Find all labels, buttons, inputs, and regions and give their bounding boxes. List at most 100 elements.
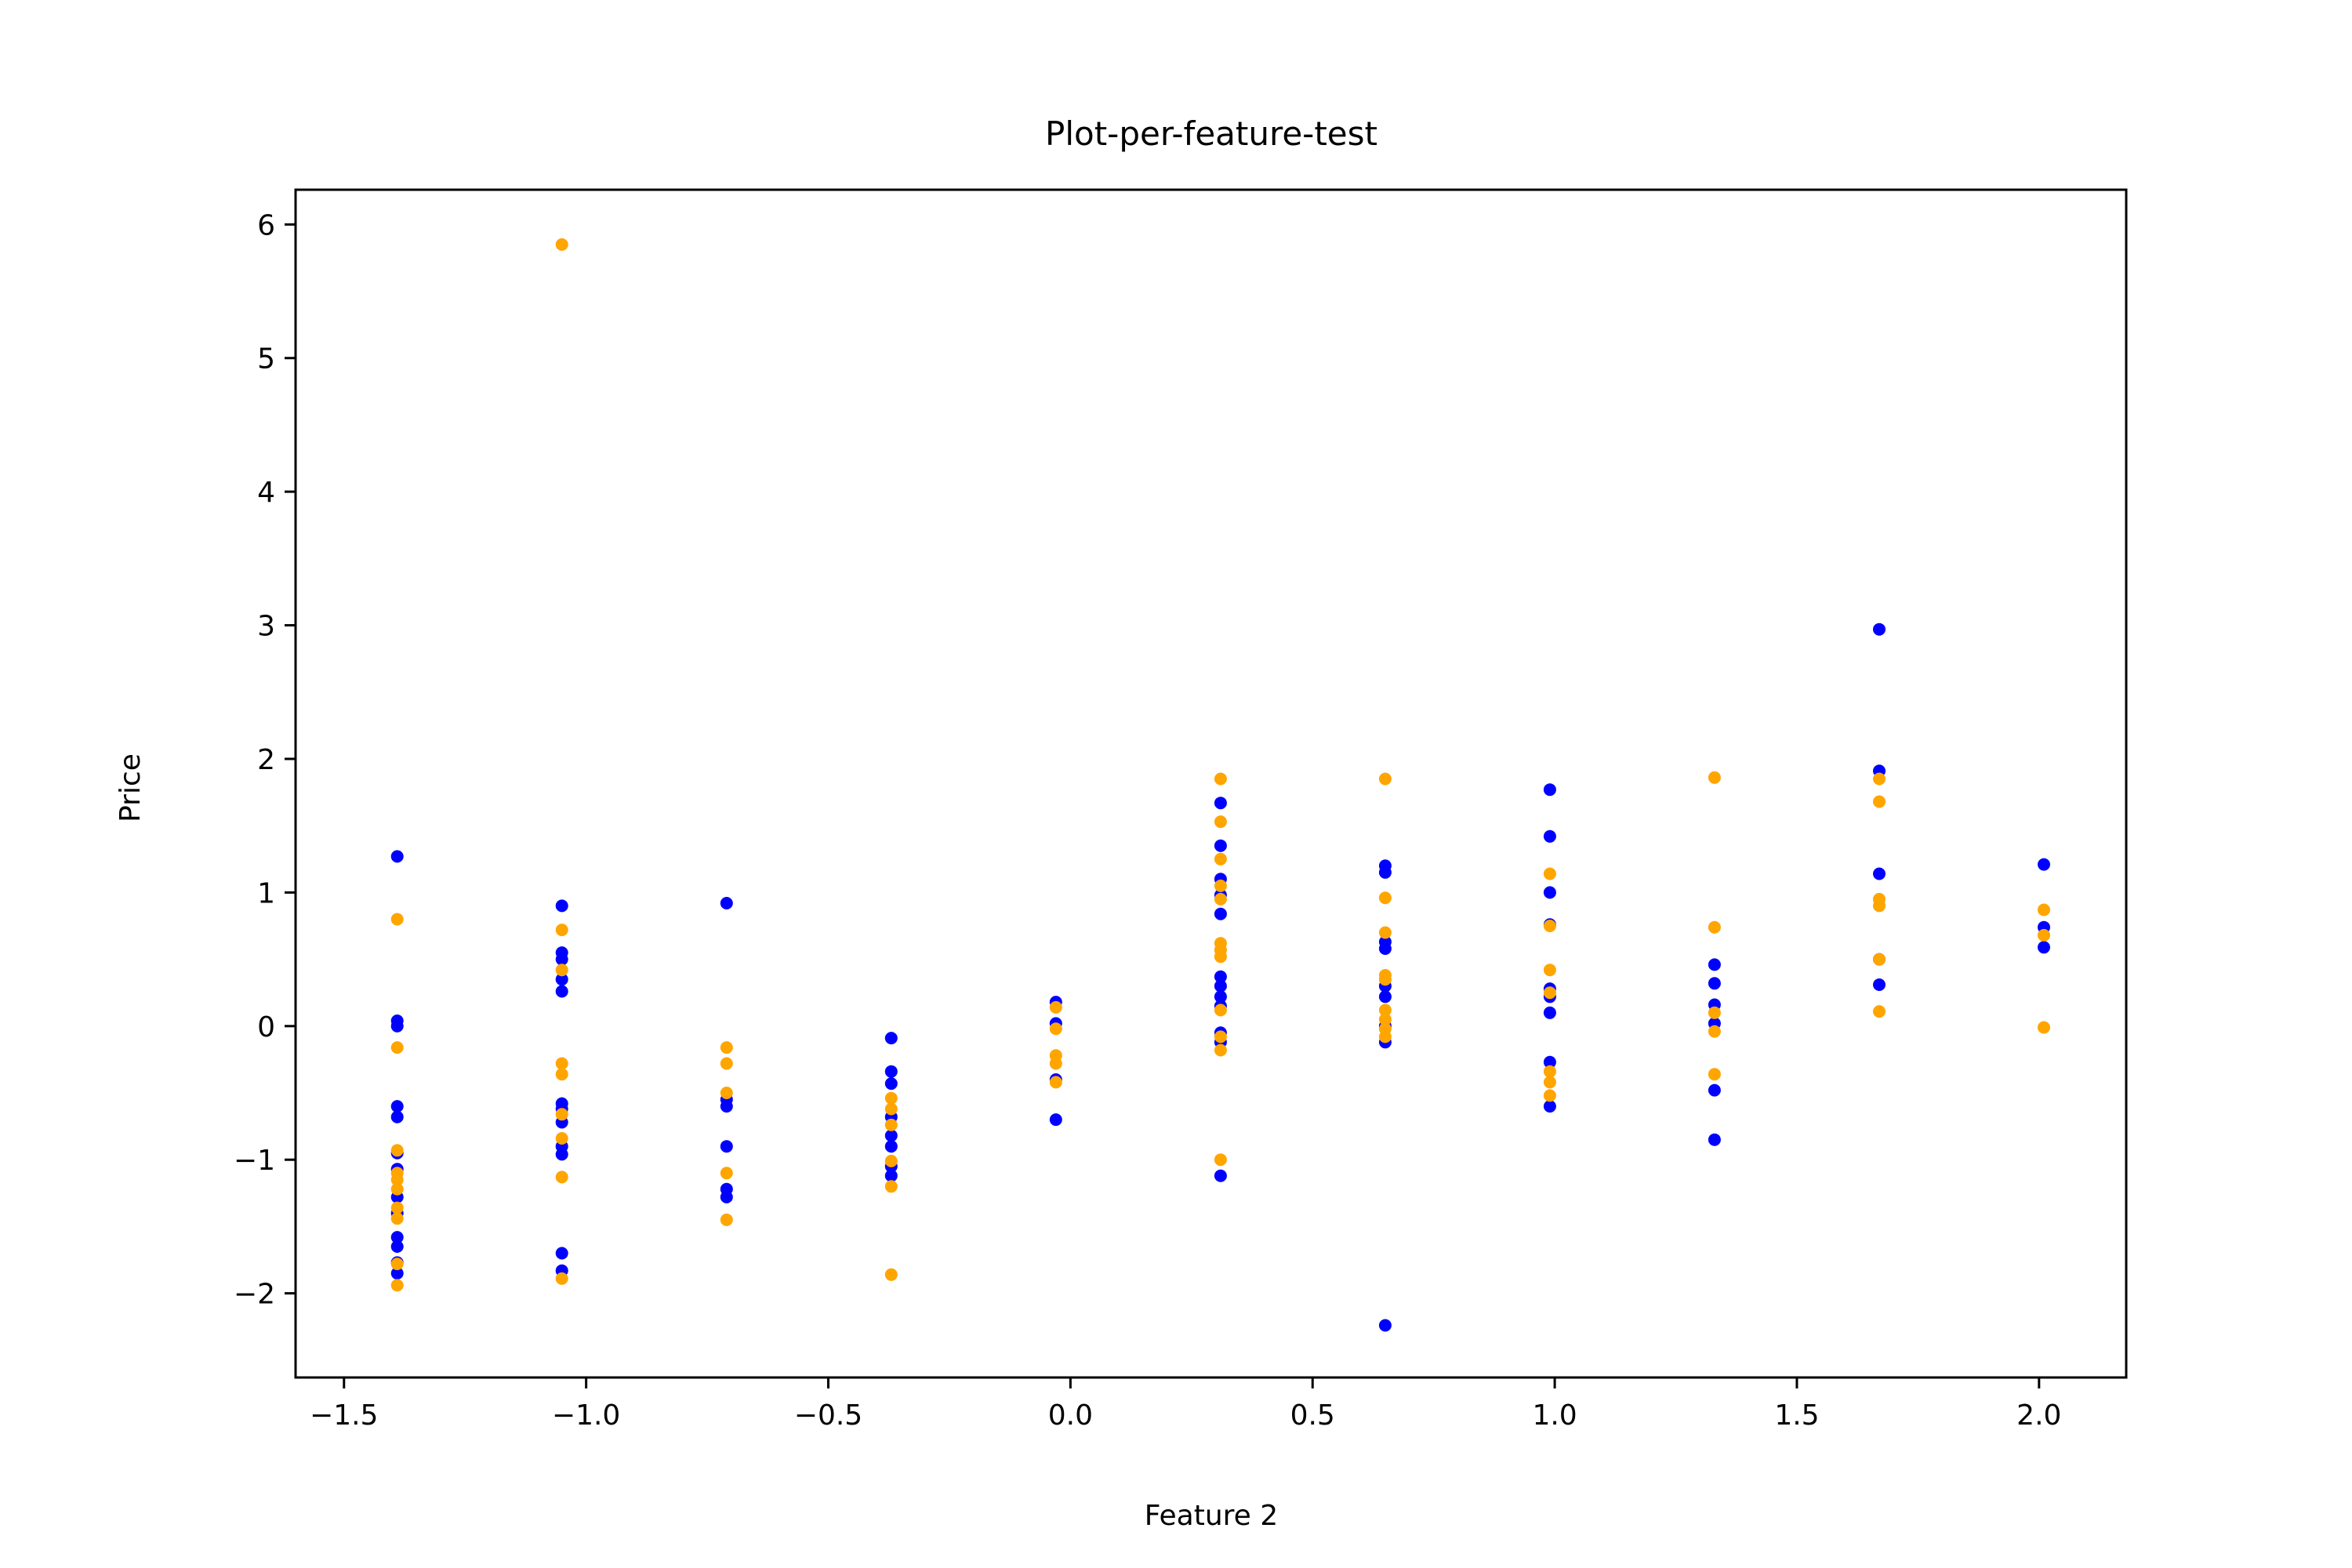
data-point [390, 1144, 404, 1157]
data-point [1543, 783, 1556, 797]
data-point [390, 1100, 404, 1113]
data-point [1378, 942, 1392, 955]
data-point [884, 1077, 898, 1091]
y-tick-label: 3 [257, 611, 275, 643]
chart-title: Plot-per-feature-test [1045, 114, 1377, 153]
data-point [1214, 815, 1227, 829]
x-tick-label: 0.0 [1048, 1399, 1093, 1432]
data-point [720, 1057, 733, 1070]
data-point [555, 1171, 568, 1184]
data-point [884, 1065, 898, 1078]
points-layer [390, 238, 2050, 1332]
data-point [884, 1102, 898, 1116]
y-tick-label: 2 [257, 744, 275, 776]
data-point [1708, 1006, 1721, 1019]
x-tick-label: 0.5 [1290, 1399, 1335, 1432]
data-point [1049, 1076, 1062, 1089]
data-point [390, 850, 404, 863]
data-point [555, 1148, 568, 1161]
data-point [1049, 1000, 1062, 1014]
data-point [1214, 990, 1227, 1004]
y-tick-label: 1 [257, 877, 275, 909]
x-tick-label: 1.5 [1774, 1399, 1819, 1432]
data-point [1708, 920, 1721, 934]
data-point [1543, 1055, 1556, 1069]
data-point [720, 1087, 733, 1099]
y-tick-label: −2 [234, 1279, 275, 1311]
data-point [1214, 852, 1227, 866]
data-point [1378, 1004, 1392, 1017]
x-axis-label: Feature 2 [1145, 1500, 1278, 1532]
data-point [1214, 970, 1227, 983]
data-point [1378, 1013, 1392, 1026]
data-point [1543, 1100, 1556, 1113]
data-point [884, 1091, 898, 1105]
data-point [390, 1279, 404, 1292]
data-point [1214, 1153, 1227, 1167]
data-point [1378, 891, 1392, 905]
data-point [720, 1213, 733, 1226]
data-point [555, 1132, 568, 1145]
data-point [1873, 772, 1886, 786]
data-point [1543, 1089, 1556, 1102]
data-point [1378, 926, 1392, 939]
data-point [1378, 772, 1392, 786]
data-point [390, 1267, 404, 1280]
data-point [884, 1118, 898, 1131]
data-point [390, 1041, 404, 1054]
x-tick-label: −1.0 [552, 1399, 620, 1432]
data-point [1873, 867, 1886, 880]
data-point [390, 1019, 404, 1033]
data-point [884, 1154, 898, 1167]
data-point [390, 1201, 404, 1214]
data-point [555, 1068, 568, 1081]
data-point [1214, 907, 1227, 920]
data-point [1543, 829, 1556, 843]
data-point [2038, 903, 2050, 916]
data-point [1378, 973, 1392, 986]
data-point [555, 973, 568, 986]
data-point [1214, 892, 1227, 906]
data-point [1543, 1065, 1556, 1078]
ticks-layer: −1.5 −1.0 −0.5 0.0 0.5 1.0 1.5 2.0 −2 −1 0 1 2 3 4 5 6 [234, 209, 2062, 1432]
plot-area-frame [294, 188, 2128, 1379]
data-point [1214, 1169, 1227, 1182]
data-point [1873, 622, 1886, 636]
data-point [1873, 953, 1886, 966]
data-point [2038, 1021, 2050, 1034]
data-point [1214, 979, 1227, 993]
data-point [884, 1032, 898, 1045]
data-point [720, 1100, 733, 1113]
y-tick-label: 6 [257, 209, 275, 241]
data-point [1708, 771, 1721, 784]
data-point [1214, 1044, 1227, 1057]
data-point [555, 964, 568, 977]
data-point [1378, 1319, 1392, 1332]
data-point [884, 1169, 898, 1182]
data-point [2038, 941, 2050, 954]
x-tick-label: −0.5 [794, 1399, 862, 1432]
data-point [390, 1110, 404, 1123]
data-point [555, 924, 568, 937]
data-point [720, 1167, 733, 1180]
data-point [555, 1108, 568, 1121]
x-tick-label: 1.0 [1532, 1399, 1577, 1432]
y-tick-label: 0 [257, 1011, 275, 1044]
data-point [1543, 1076, 1556, 1089]
data-point [390, 1231, 404, 1244]
data-point [555, 1272, 568, 1285]
data-point [1708, 1025, 1721, 1038]
data-point [1214, 1030, 1227, 1044]
data-point [390, 1258, 404, 1271]
x-tick-label: 2.0 [2016, 1399, 2061, 1432]
data-point [1708, 977, 1721, 990]
y-tick-label: 5 [257, 343, 275, 376]
y-axis-label: Price [114, 753, 147, 822]
data-point [555, 238, 568, 251]
x-tick-label: −1.5 [310, 1399, 378, 1432]
data-point [884, 1268, 898, 1281]
data-point [1214, 839, 1227, 852]
data-point [720, 1041, 733, 1054]
data-point [1049, 1113, 1062, 1127]
